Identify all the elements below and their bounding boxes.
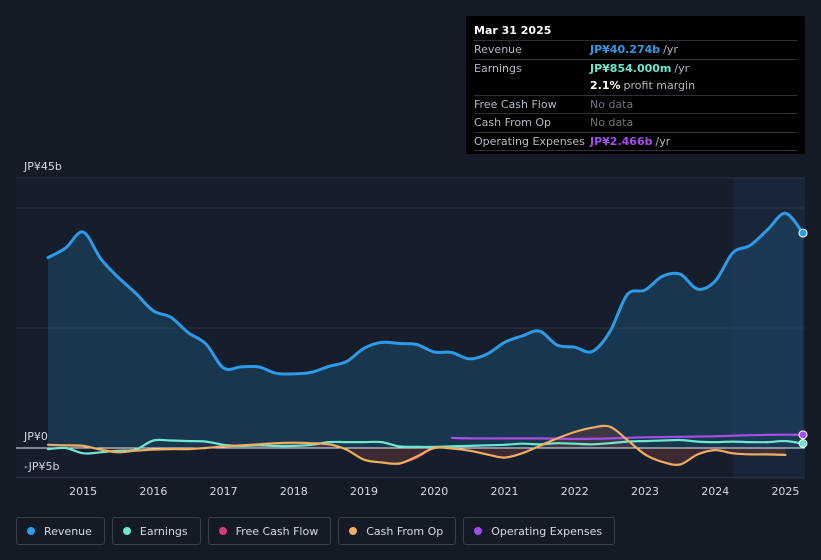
tooltip-unit: /yr: [674, 61, 690, 75]
tooltip-row-earnings: Earnings JP¥854.000m /yr: [474, 58, 797, 78]
tooltip: Mar 31 2025 Revenue JP¥40.274b /yr Earni…: [466, 16, 805, 154]
x-axis-ticks: 2015 2016 2017 2018 2019 2020 2021 2022 2023 2024…: [69, 485, 799, 498]
tooltip-divider: [474, 150, 797, 151]
end-dot-operating-expenses: [798, 430, 808, 440]
x-tick-label: 2020: [420, 485, 448, 498]
tooltip-row-opex: Operating Expenses JP¥2.466b /yr: [474, 131, 797, 151]
tooltip-value: No data: [590, 97, 634, 111]
x-tick-label: 2022: [561, 485, 589, 498]
y-label-zero: JP¥0: [23, 430, 48, 443]
tooltip-value: JP¥40.274b: [590, 43, 661, 57]
legend-item-revenue[interactable]: Revenue: [16, 517, 105, 545]
x-tick-label: 2024: [701, 485, 729, 498]
series-line-cash-from-op: [46, 424, 787, 466]
tooltip-date: Mar 31 2025: [474, 24, 552, 37]
legend-dot-icon: [27, 527, 35, 535]
x-tick-label: 2016: [139, 485, 167, 498]
legend-label: Revenue: [44, 524, 92, 538]
legend-label: Operating Expenses: [491, 524, 603, 538]
tooltip-row-cfo: Cash From Op No data: [474, 113, 797, 132]
cash-from-op-area: [48, 425, 786, 465]
x-tick-label: 2023: [631, 485, 659, 498]
tooltip-label: Free Cash Flow: [474, 97, 557, 111]
tooltip-label: Earnings: [474, 61, 522, 75]
tooltip-unit: profit margin: [623, 79, 696, 93]
end-dot-revenue: [798, 228, 808, 238]
legend: Revenue Earnings Free Cash Flow Cash Fro…: [16, 517, 622, 547]
x-tick-label: 2025: [771, 485, 799, 498]
legend-dot-icon: [474, 527, 483, 535]
revenue-area: [48, 213, 803, 448]
tooltip-label: Operating Expenses: [474, 134, 585, 148]
legend-dot-icon: [218, 527, 227, 535]
x-tick-label: 2018: [280, 485, 308, 498]
legend-item-operating-expenses[interactable]: Operating Expenses: [463, 517, 616, 545]
tooltip-value: JP¥854.000m: [590, 61, 672, 75]
y-label-bottom: -JP¥5b: [24, 460, 59, 473]
tooltip-unit: /yr: [655, 134, 671, 148]
end-dots: [798, 228, 808, 448]
tooltip-unit: /yr: [663, 43, 678, 57]
series-lines: [46, 211, 805, 466]
series-line-revenue: [46, 211, 805, 376]
legend-label: Earnings: [139, 524, 188, 538]
x-tick-label: 2017: [210, 485, 238, 498]
legend-label: Cash From Op: [366, 524, 444, 538]
legend-label: Free Cash Flow: [235, 524, 319, 538]
tooltip-value: No data: [590, 116, 634, 130]
x-tick-label: 2021: [491, 485, 519, 498]
y-label-top: JP¥45b: [23, 160, 62, 173]
tooltip-row-margin: 2.1% profit margin: [474, 77, 797, 95]
tooltip-row-fcf: Free Cash Flow No data: [474, 94, 797, 114]
legend-item-cash-from-op[interactable]: Cash From Op: [338, 517, 457, 545]
x-tick-label: 2015: [69, 485, 97, 498]
series-line-operating-expenses: [450, 433, 805, 441]
legend-item-free-cash-flow[interactable]: Free Cash Flow: [207, 517, 332, 545]
legend-dot-icon: [349, 527, 358, 535]
legend-dot-icon: [122, 527, 131, 535]
legend-item-earnings[interactable]: Earnings: [111, 517, 201, 545]
end-dot-earnings: [798, 438, 808, 448]
x-tick-label: 2019: [350, 485, 378, 498]
tooltip-label: Cash From Op: [474, 116, 552, 130]
series-line-earnings: [46, 438, 805, 455]
tooltip-value: JP¥2.466b: [590, 134, 653, 148]
tooltip-value: 2.1%: [590, 79, 621, 93]
tooltip-label: Revenue: [474, 43, 522, 57]
tooltip-row-revenue: Revenue JP¥40.274b /yr: [474, 40, 797, 59]
